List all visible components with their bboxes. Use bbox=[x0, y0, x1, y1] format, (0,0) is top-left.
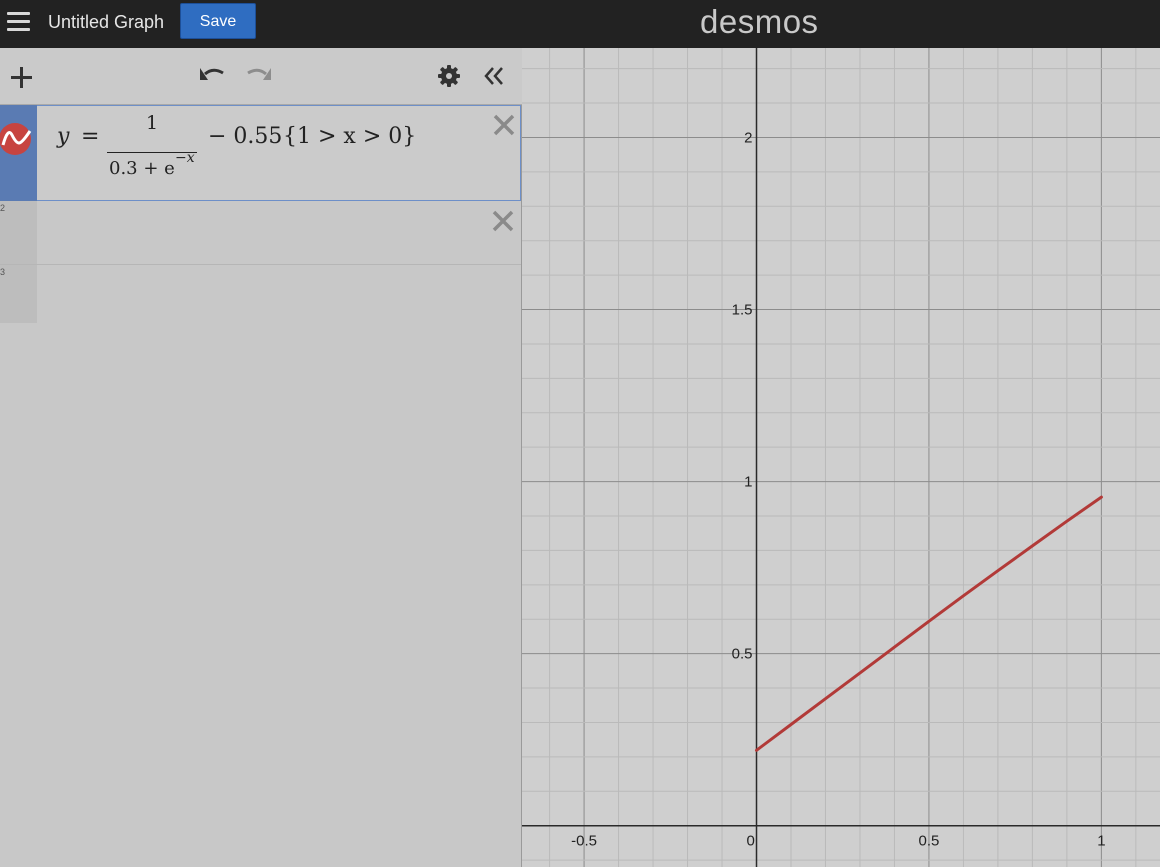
formula-exponent: −x bbox=[175, 150, 195, 166]
formula-minus: − 0.55 bbox=[208, 124, 283, 149]
add-icon[interactable] bbox=[10, 66, 33, 89]
collapse-icon[interactable] bbox=[483, 65, 505, 87]
y-tick-label: 2 bbox=[744, 129, 752, 146]
graph-title[interactable]: Untitled Graph bbox=[48, 12, 165, 32]
formula-denominator: 0.3 + e bbox=[109, 158, 175, 179]
formula-y: y bbox=[57, 124, 70, 149]
desmos-logo: desmos bbox=[700, 3, 819, 40]
x-tick-label: -0.5 bbox=[571, 833, 597, 850]
save-button[interactable]: Save bbox=[180, 3, 256, 39]
menu-icon[interactable] bbox=[7, 11, 31, 33]
expression-index: 2 bbox=[0, 203, 6, 213]
graph-canvas[interactable]: -0.5 0 0.5 1 0.5 1 1.5 2 bbox=[522, 48, 1160, 867]
x-tick-label: 0.5 bbox=[919, 833, 940, 850]
gear-icon[interactable] bbox=[438, 65, 460, 87]
expression-index: 3 bbox=[0, 267, 6, 277]
undo-icon[interactable] bbox=[199, 65, 227, 85]
expression-row-1[interactable]: y = 1 0.3 + e −x − 0.55 {1 > x > 0} bbox=[0, 105, 521, 201]
graph-color-icon[interactable] bbox=[0, 121, 36, 157]
formula-numerator: 1 bbox=[146, 112, 159, 134]
expression-gutter[interactable]: 2 bbox=[0, 201, 37, 264]
delete-icon[interactable] bbox=[490, 208, 516, 234]
expression-gutter[interactable]: 3 bbox=[0, 265, 37, 323]
fraction-bar bbox=[107, 152, 197, 153]
x-tick-label: 1 bbox=[1097, 833, 1105, 850]
expression-gutter[interactable] bbox=[0, 105, 37, 201]
y-tick-label: 1 bbox=[744, 474, 752, 491]
function-curve bbox=[755, 495, 1103, 752]
expression-list: y = 1 0.3 + e −x − 0.55 {1 > x > 0} 2 3 bbox=[0, 48, 522, 867]
formula-restriction: {1 > x > 0} bbox=[283, 124, 417, 149]
redo-icon[interactable] bbox=[244, 65, 272, 85]
y-tick-label: 0.5 bbox=[732, 646, 753, 663]
y-tick-label: 1.5 bbox=[732, 302, 753, 319]
delete-icon[interactable] bbox=[491, 112, 517, 138]
expression-toolbar bbox=[0, 48, 522, 105]
top-bar: Untitled Graph Save desmos bbox=[0, 0, 1160, 48]
expression-row-3[interactable]: 3 bbox=[0, 265, 521, 323]
graph-paper[interactable]: -0.5 0 0.5 1 0.5 1 1.5 2 bbox=[522, 48, 1160, 867]
x-tick-label: 0 bbox=[747, 833, 755, 850]
formula-equals: = bbox=[81, 124, 100, 149]
expression-row-2[interactable]: 2 bbox=[0, 201, 521, 265]
